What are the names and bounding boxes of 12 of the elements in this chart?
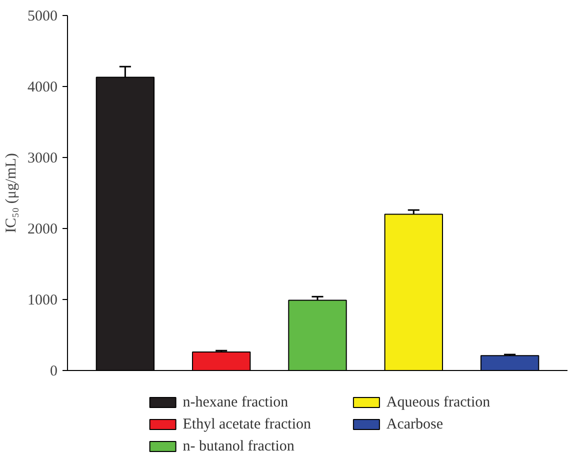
y-tick-label: 5000: [28, 8, 58, 24]
y-tick-label: 0: [50, 364, 58, 380]
y-tick-label: 3000: [28, 150, 58, 166]
y-tick-label: 2000: [28, 222, 58, 238]
legend-label: Ethyl acetate fraction: [182, 416, 312, 432]
legend-label: Aqueous fraction: [386, 394, 491, 410]
legend-label: n- butanol fraction: [182, 438, 295, 454]
legend-label: n-hexane fraction: [182, 394, 289, 410]
y-tick-label: 4000: [28, 80, 58, 96]
legend-label: Acarbose: [386, 416, 444, 432]
y-tick-label: 1000: [28, 292, 58, 308]
y-axis-title: IC₅₀ (μg/mL): [4, 153, 20, 233]
